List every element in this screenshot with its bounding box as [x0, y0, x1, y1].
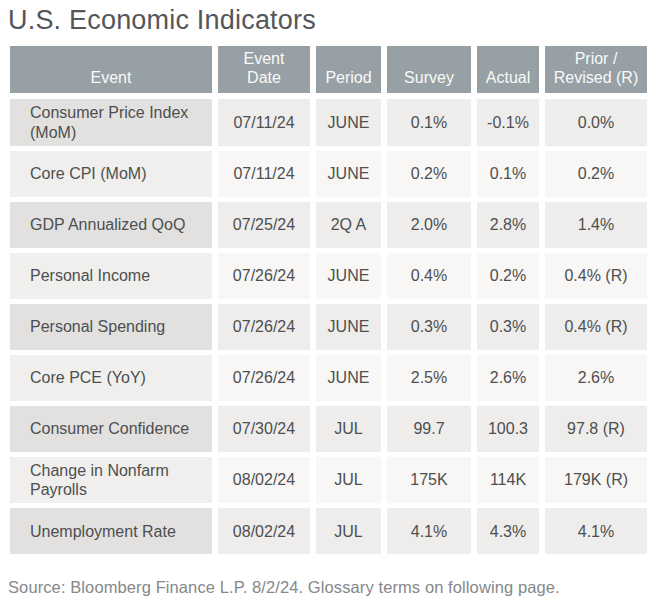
cell-survey: 0.2% [387, 151, 471, 197]
cell-event-date: 07/26/24 [218, 253, 310, 299]
cell-survey: 0.1% [387, 99, 471, 145]
cell-survey: 4.1% [387, 508, 471, 554]
cell-period: JUNE [316, 99, 381, 145]
column-header-survey-label: Survey [404, 69, 454, 88]
table-row: Core CPI (MoM) 07/11/24 JUNE 0.2% 0.1% 0… [10, 151, 647, 197]
cell-survey: 175K [387, 457, 471, 503]
cell-period: JUL [316, 508, 381, 554]
cell-event: Core CPI (MoM) [10, 151, 212, 197]
table-row: Personal Spending 07/26/24 JUNE 0.3% 0.3… [10, 304, 647, 350]
source-note: Source: Bloomberg Finance L.P. 8/2/24. G… [8, 578, 657, 597]
cell-survey: 0.3% [387, 304, 471, 350]
column-header-prior-revised: Prior / Revised (R) [545, 46, 647, 94]
cell-survey: 2.0% [387, 202, 471, 248]
cell-survey: 0.4% [387, 253, 471, 299]
cell-actual: 2.6% [477, 355, 539, 401]
column-header-actual: Actual [477, 46, 539, 94]
cell-period: 2Q A [316, 202, 381, 248]
cell-prior-revised: 0.0% [545, 99, 647, 145]
cell-period: JUL [316, 457, 381, 503]
cell-prior-revised: 4.1% [545, 508, 647, 554]
cell-period: JUL [316, 406, 381, 452]
cell-prior-revised: 0.2% [545, 151, 647, 197]
table-row: Personal Income 07/26/24 JUNE 0.4% 0.2% … [10, 253, 647, 299]
column-header-survey: Survey [387, 46, 471, 94]
cell-prior-revised: 97.8 (R) [545, 406, 647, 452]
table-row: Unemployment Rate 08/02/24 JUL 4.1% 4.3%… [10, 508, 647, 554]
column-header-period: Period [316, 46, 381, 94]
cell-period: JUNE [316, 151, 381, 197]
cell-event: Personal Income [10, 253, 212, 299]
table-row: GDP Annualized QoQ 07/25/24 2Q A 2.0% 2.… [10, 202, 647, 248]
cell-event: Consumer Confidence [10, 406, 212, 452]
cell-survey: 99.7 [387, 406, 471, 452]
cell-actual: 4.3% [477, 508, 539, 554]
cell-actual: 2.8% [477, 202, 539, 248]
table-header-row: Event Event Date Period Survey Actual Pr… [10, 46, 647, 94]
page-title: U.S. Economic Indicators [8, 6, 657, 36]
table-row: Consumer Confidence 07/30/24 JUL 99.7 10… [10, 406, 647, 452]
cell-event-date: 07/11/24 [218, 151, 310, 197]
cell-prior-revised: 179K (R) [545, 457, 647, 503]
cell-actual: 0.1% [477, 151, 539, 197]
cell-event-date: 07/26/24 [218, 304, 310, 350]
cell-actual: 0.3% [477, 304, 539, 350]
cell-event-date: 08/02/24 [218, 457, 310, 503]
cell-survey: 2.5% [387, 355, 471, 401]
cell-prior-revised: 0.4% (R) [545, 304, 647, 350]
column-header-event-date: Event Date [218, 46, 310, 94]
cell-event-date: 07/25/24 [218, 202, 310, 248]
cell-prior-revised: 0.4% (R) [545, 253, 647, 299]
cell-event: Core PCE (YoY) [10, 355, 212, 401]
cell-event: GDP Annualized QoQ [10, 202, 212, 248]
column-header-event: Event [10, 46, 212, 94]
cell-event-date: 08/02/24 [218, 508, 310, 554]
cell-event: Unemployment Rate [10, 508, 212, 554]
cell-prior-revised: 2.6% [545, 355, 647, 401]
cell-actual: 114K [477, 457, 539, 503]
cell-event-date: 07/26/24 [218, 355, 310, 401]
cell-event: Change in Nonfarm Payrolls [10, 457, 212, 503]
cell-actual: 0.2% [477, 253, 539, 299]
column-header-actual-label: Actual [486, 69, 530, 88]
column-header-event-label: Event [91, 69, 132, 88]
cell-event-date: 07/30/24 [218, 406, 310, 452]
cell-event: Personal Spending [10, 304, 212, 350]
column-header-event-date-label: Event Date [235, 50, 293, 88]
page: U.S. Economic Indicators Event Event Dat… [0, 0, 657, 603]
cell-period: JUNE [316, 253, 381, 299]
cell-actual: 100.3 [477, 406, 539, 452]
column-header-prior-revised-label: Prior / Revised (R) [548, 50, 644, 88]
cell-period: JUNE [316, 304, 381, 350]
cell-event-date: 07/11/24 [218, 99, 310, 145]
cell-period: JUNE [316, 355, 381, 401]
cell-event: Consumer Price Index (MoM) [10, 99, 212, 145]
table-body: Consumer Price Index (MoM) 07/11/24 JUNE… [10, 99, 647, 554]
cell-prior-revised: 1.4% [545, 202, 647, 248]
cell-actual: -0.1% [477, 99, 539, 145]
table-row: Core PCE (YoY) 07/26/24 JUNE 2.5% 2.6% 2… [10, 355, 647, 401]
economic-indicators-table: Event Event Date Period Survey Actual Pr… [10, 46, 647, 555]
column-header-period-label: Period [325, 69, 371, 88]
table-row: Consumer Price Index (MoM) 07/11/24 JUNE… [10, 99, 647, 145]
table-row: Change in Nonfarm Payrolls 08/02/24 JUL … [10, 457, 647, 503]
